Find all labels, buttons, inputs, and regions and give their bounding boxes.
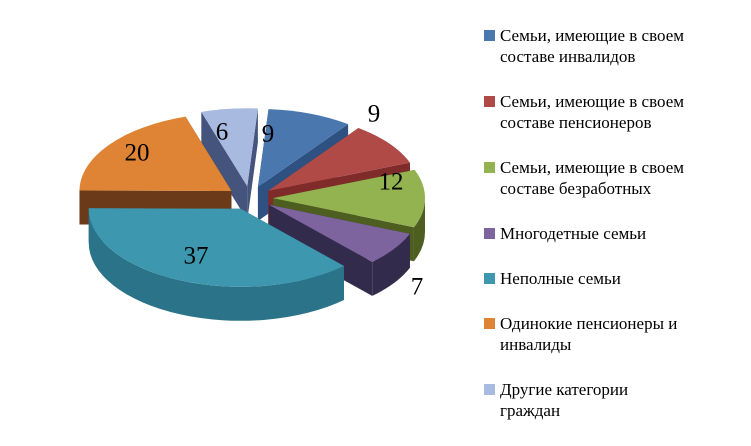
- legend-marker-icon: [484, 228, 495, 239]
- legend-marker-icon: [484, 30, 495, 41]
- legend-label: Семьи, имеющие в своем составе безработны…: [500, 157, 684, 199]
- legend-label-line: Одинокие пенсионеры и: [500, 314, 678, 333]
- legend-item-0: Семьи, имеющие в своем составе инвалидов: [484, 25, 746, 67]
- legend-item-2: Семьи, имеющие в своем составе безработны…: [484, 157, 746, 199]
- slice-side-wall: [201, 111, 248, 221]
- legend-label-line: инвалиды: [500, 335, 572, 354]
- slice-rim-wall: [88, 208, 344, 321]
- legend-label-line: Многодетные семьи: [500, 224, 647, 243]
- legend-label: Многодетные семьи: [500, 223, 646, 244]
- slice-value-label: 6: [216, 119, 229, 146]
- pie-slice-6: [201, 108, 258, 221]
- chart-legend: Семьи, имеющие в своем составе инвалидов С…: [484, 25, 746, 421]
- slice-top-face: [268, 204, 410, 262]
- slice-side-wall: [247, 108, 258, 221]
- legend-label: Семьи, имеющие в своем составе пенсионеро…: [500, 91, 684, 133]
- legend-item-5: Одинокие пенсионеры и инвалиды: [484, 313, 746, 355]
- legend-label-line: Другие категории: [500, 380, 629, 399]
- pie-slice-4: [88, 208, 344, 321]
- slice-rim-wall: [413, 198, 425, 262]
- slice-value-label: 9: [368, 101, 381, 128]
- legend-marker-icon: [484, 384, 495, 395]
- legend-label-line: Неполные семьи: [500, 269, 621, 288]
- slice-value-label: 9: [262, 121, 275, 148]
- slice-top-face: [273, 169, 425, 228]
- pie-slice-3: [268, 204, 410, 296]
- legend-marker-icon: [484, 96, 495, 107]
- legend-label-line: составе инвалидов: [500, 47, 636, 66]
- legend-label-line: Семьи, имеющие в своем: [500, 92, 685, 111]
- legend-marker-icon: [484, 162, 495, 173]
- slice-top-face: [201, 108, 258, 187]
- slice-rim-wall: [372, 233, 410, 296]
- legend-marker-icon: [484, 273, 495, 284]
- slice-value-label: 7: [411, 274, 424, 301]
- slice-value-label: 20: [125, 140, 150, 167]
- legend-label: Другие категории граждан: [500, 379, 628, 421]
- legend-label: Семьи, имеющие в своем составе инвалидов: [500, 25, 684, 67]
- legend-label: Неполные семьи: [500, 268, 621, 289]
- legend-item-3: Многодетные семьи: [484, 223, 746, 244]
- slice-top-face: [88, 208, 344, 287]
- slice-value-label: 37: [184, 243, 209, 270]
- slice-top-face: [257, 109, 349, 187]
- legend-label: Одинокие пенсионеры и инвалиды: [500, 313, 677, 355]
- legend-label-line: составе пенсионеров: [500, 113, 652, 132]
- legend-label-line: граждан: [500, 401, 561, 420]
- legend-label-line: составе безработных: [500, 179, 652, 198]
- legend-item-1: Семьи, имеющие в своем составе пенсионеро…: [484, 91, 746, 133]
- legend-label-line: Семьи, имеющие в своем: [500, 158, 685, 177]
- legend-marker-icon: [484, 318, 495, 329]
- slice-top-face: [268, 128, 410, 191]
- slice-value-label: 12: [379, 169, 404, 196]
- slice-side-wall: [268, 204, 373, 296]
- slice-top-face: [79, 116, 232, 191]
- legend-item-6: Другие категории граждан: [484, 379, 746, 421]
- legend-item-4: Неполные семьи: [484, 268, 746, 289]
- legend-label-line: Семьи, имеющие в своем: [500, 26, 685, 45]
